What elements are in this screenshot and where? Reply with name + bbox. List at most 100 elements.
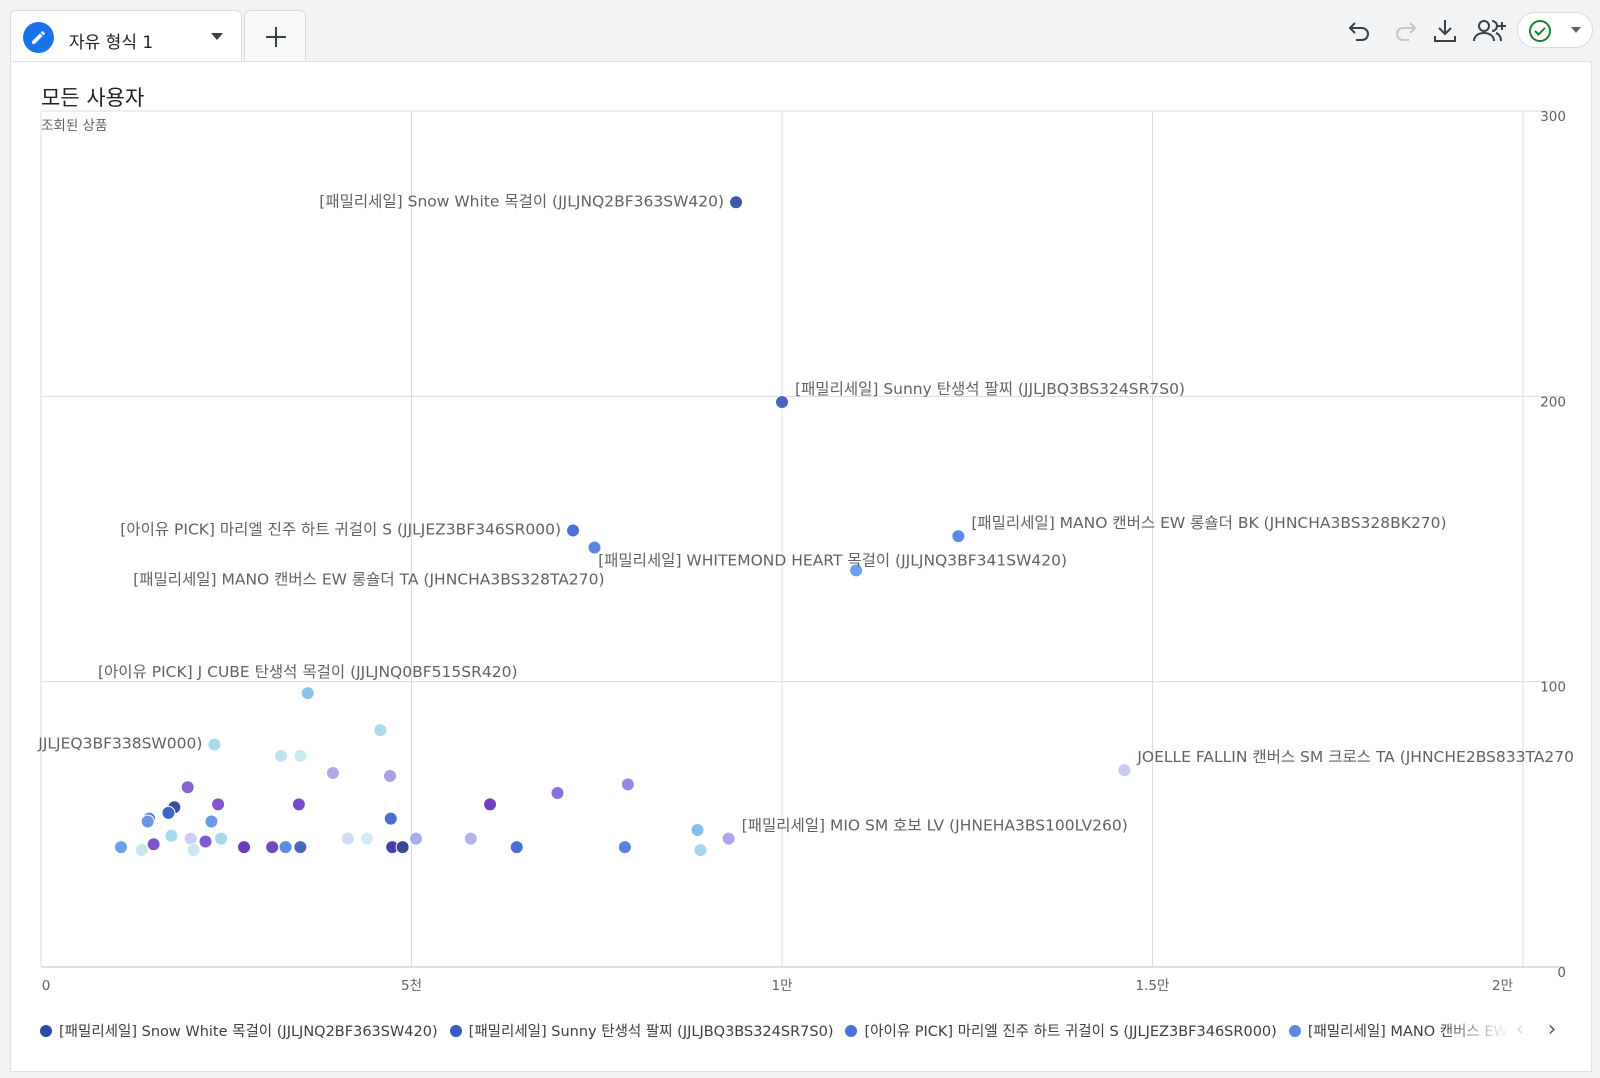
legend-label: [패밀리세일] Sunny 탄생석 팔찌 (JJLJBQ3BS324SR7S0) xyxy=(468,1024,834,1040)
x-tick-label: 0 xyxy=(42,978,51,994)
scatter-point xyxy=(134,843,149,858)
scatter-point xyxy=(325,765,340,780)
scatter-point xyxy=(183,831,198,846)
data-label: [패밀리세일] MIO SM 호보 LV (JHNEHA3BS100LV260) xyxy=(742,817,1128,835)
scatter-point xyxy=(383,811,398,826)
legend-swatch xyxy=(40,1025,52,1037)
scatter-point xyxy=(186,843,201,858)
scatter-point xyxy=(408,831,423,846)
scatter-point xyxy=(566,523,581,538)
legend-swatch xyxy=(449,1025,462,1037)
scatter-point xyxy=(729,195,744,210)
data-label: [패밀리세일] Sunny 탄생석 팔찌 (JJLJBQ3BS324SR7S0) xyxy=(795,380,1185,398)
scatter-point xyxy=(1117,763,1132,778)
tab-label: 자유 형식 1 xyxy=(69,33,154,53)
scatter-point xyxy=(114,840,129,855)
download-button[interactable] xyxy=(1428,14,1462,48)
tab-freeform[interactable]: 자유 형식 1 xyxy=(10,10,242,62)
data-label: [패밀리세일] MANO 캔버스 EW 롱숄더 TA (JHNCHA3BS328… xyxy=(133,571,604,589)
scatter-point xyxy=(278,840,293,855)
plus-icon xyxy=(266,27,286,47)
scatter-point xyxy=(550,785,565,800)
scatter-point xyxy=(291,797,306,812)
card-title: 모든 사용자 xyxy=(41,86,145,110)
tab-bar: 자유 형식 1 xyxy=(0,0,1600,62)
data-label: [패밀리세일] MANO 캔버스 EW 롱숄더 BK (JHNCHA3BS328… xyxy=(971,514,1446,532)
scatter-point xyxy=(373,723,388,738)
scatter-point xyxy=(721,831,736,846)
scatter-point xyxy=(293,840,308,855)
scatter-point xyxy=(463,831,478,846)
scatter-point xyxy=(509,840,524,855)
data-label: JOELLE FALLIN 캔버스 SM 크로스 TA (JHNCHE2BS83… xyxy=(1136,748,1574,766)
scatter-point xyxy=(146,837,161,852)
scatter-point xyxy=(164,828,179,843)
scatter-point xyxy=(690,823,705,838)
share-button[interactable] xyxy=(1470,14,1506,48)
redo-button[interactable] xyxy=(1388,14,1422,48)
download-icon xyxy=(1434,20,1456,42)
scatter-point xyxy=(198,834,213,849)
scatter-point xyxy=(161,805,176,820)
data-label: [아이유 PICK] 마리엘 진주 하트 귀걸이 S (JJLJEZ3BF346… xyxy=(120,520,561,538)
undo-icon xyxy=(1348,22,1369,41)
chevron-down-icon xyxy=(1571,27,1581,33)
data-label: JJLJEQ3BF338SW000) xyxy=(37,734,202,752)
y-axis-label: 조회된 상품 xyxy=(41,118,107,134)
data-label: [패밀리세일] WHITEMOND HEART 목걸이 (JJLJNQ3BF34… xyxy=(598,551,1067,569)
scatter-point xyxy=(265,840,280,855)
pencil-icon[interactable] xyxy=(23,22,54,53)
legend-label: [패밀리세일] Snow White 목걸이 (JJLJNQ2BF363SW42… xyxy=(59,1024,438,1040)
scatter-point xyxy=(293,748,308,763)
data-label: [패밀리세일] Snow White 목걸이 (JJLJNQ2BF363SW42… xyxy=(319,192,724,210)
legend-item[interactable]: [패밀리세일] Snow White 목걸이 (JJLJNQ2BF363SW42… xyxy=(40,1020,438,1041)
legend-next-button[interactable]: › xyxy=(1547,1017,1557,1042)
x-tick-label: 1.5만 xyxy=(1136,978,1170,994)
scatter-point xyxy=(620,777,635,792)
scatter-point xyxy=(300,686,315,701)
scatter-point xyxy=(274,748,289,763)
scatter-point xyxy=(617,840,632,855)
scatter-point xyxy=(383,768,398,783)
scatter-point xyxy=(395,840,410,855)
x-tick-label: 2만 xyxy=(1492,978,1513,994)
legend-prev-button[interactable]: ‹ xyxy=(1515,1017,1525,1042)
legend-swatch xyxy=(845,1025,858,1037)
scatter-point xyxy=(693,843,708,858)
check-circle-icon xyxy=(1529,20,1551,42)
y-tick-label: 300 xyxy=(1540,109,1566,125)
scatter-point xyxy=(849,563,864,578)
scatter-point xyxy=(483,797,498,812)
legend: [패밀리세일] Snow White 목걸이 (JJLJNQ2BF363SW42… xyxy=(40,1020,1510,1046)
scatter-point xyxy=(951,529,966,544)
chart-card xyxy=(10,61,1592,1072)
scatter-point xyxy=(360,831,375,846)
legend-item[interactable]: [패밀리세일] Sunny 탄생석 팔찌 (JJLJBQ3BS324SR7S0) xyxy=(449,1020,834,1041)
scatter-point xyxy=(140,814,155,829)
y-tick-label: 200 xyxy=(1540,394,1566,410)
chevron-down-icon[interactable] xyxy=(211,33,223,40)
y-tick-label: 100 xyxy=(1540,680,1566,696)
scatter-point xyxy=(214,831,229,846)
scatter-point xyxy=(180,780,195,795)
status-button[interactable] xyxy=(1517,12,1593,48)
scatter-point xyxy=(340,831,355,846)
x-tick-label: 5천 xyxy=(401,978,422,994)
redo-icon xyxy=(1396,22,1417,41)
scatter-point xyxy=(587,540,602,555)
scatter-point xyxy=(207,737,222,752)
scatter-point xyxy=(211,797,226,812)
y-tick-label: 0 xyxy=(1557,965,1566,981)
legend-fade xyxy=(1440,1015,1510,1049)
x-tick-label: 1만 xyxy=(771,978,792,994)
legend-swatch xyxy=(1288,1025,1301,1037)
add-person-icon xyxy=(1473,20,1506,42)
add-tab-button[interactable] xyxy=(244,10,306,62)
data-label: [아이유 PICK] J CUBE 탄생석 목걸이 (JJLJNQ0BF515S… xyxy=(98,663,518,681)
scatter-point xyxy=(204,814,219,829)
scatter-point xyxy=(237,840,252,855)
legend-label: [아이유 PICK] 마리엘 진주 하트 귀걸이 S (JJLJEZ3BF346… xyxy=(864,1024,1277,1040)
undo-button[interactable] xyxy=(1343,14,1377,48)
legend-item[interactable]: [아이유 PICK] 마리엘 진주 하트 귀걸이 S (JJLJEZ3BF346… xyxy=(845,1020,1277,1041)
